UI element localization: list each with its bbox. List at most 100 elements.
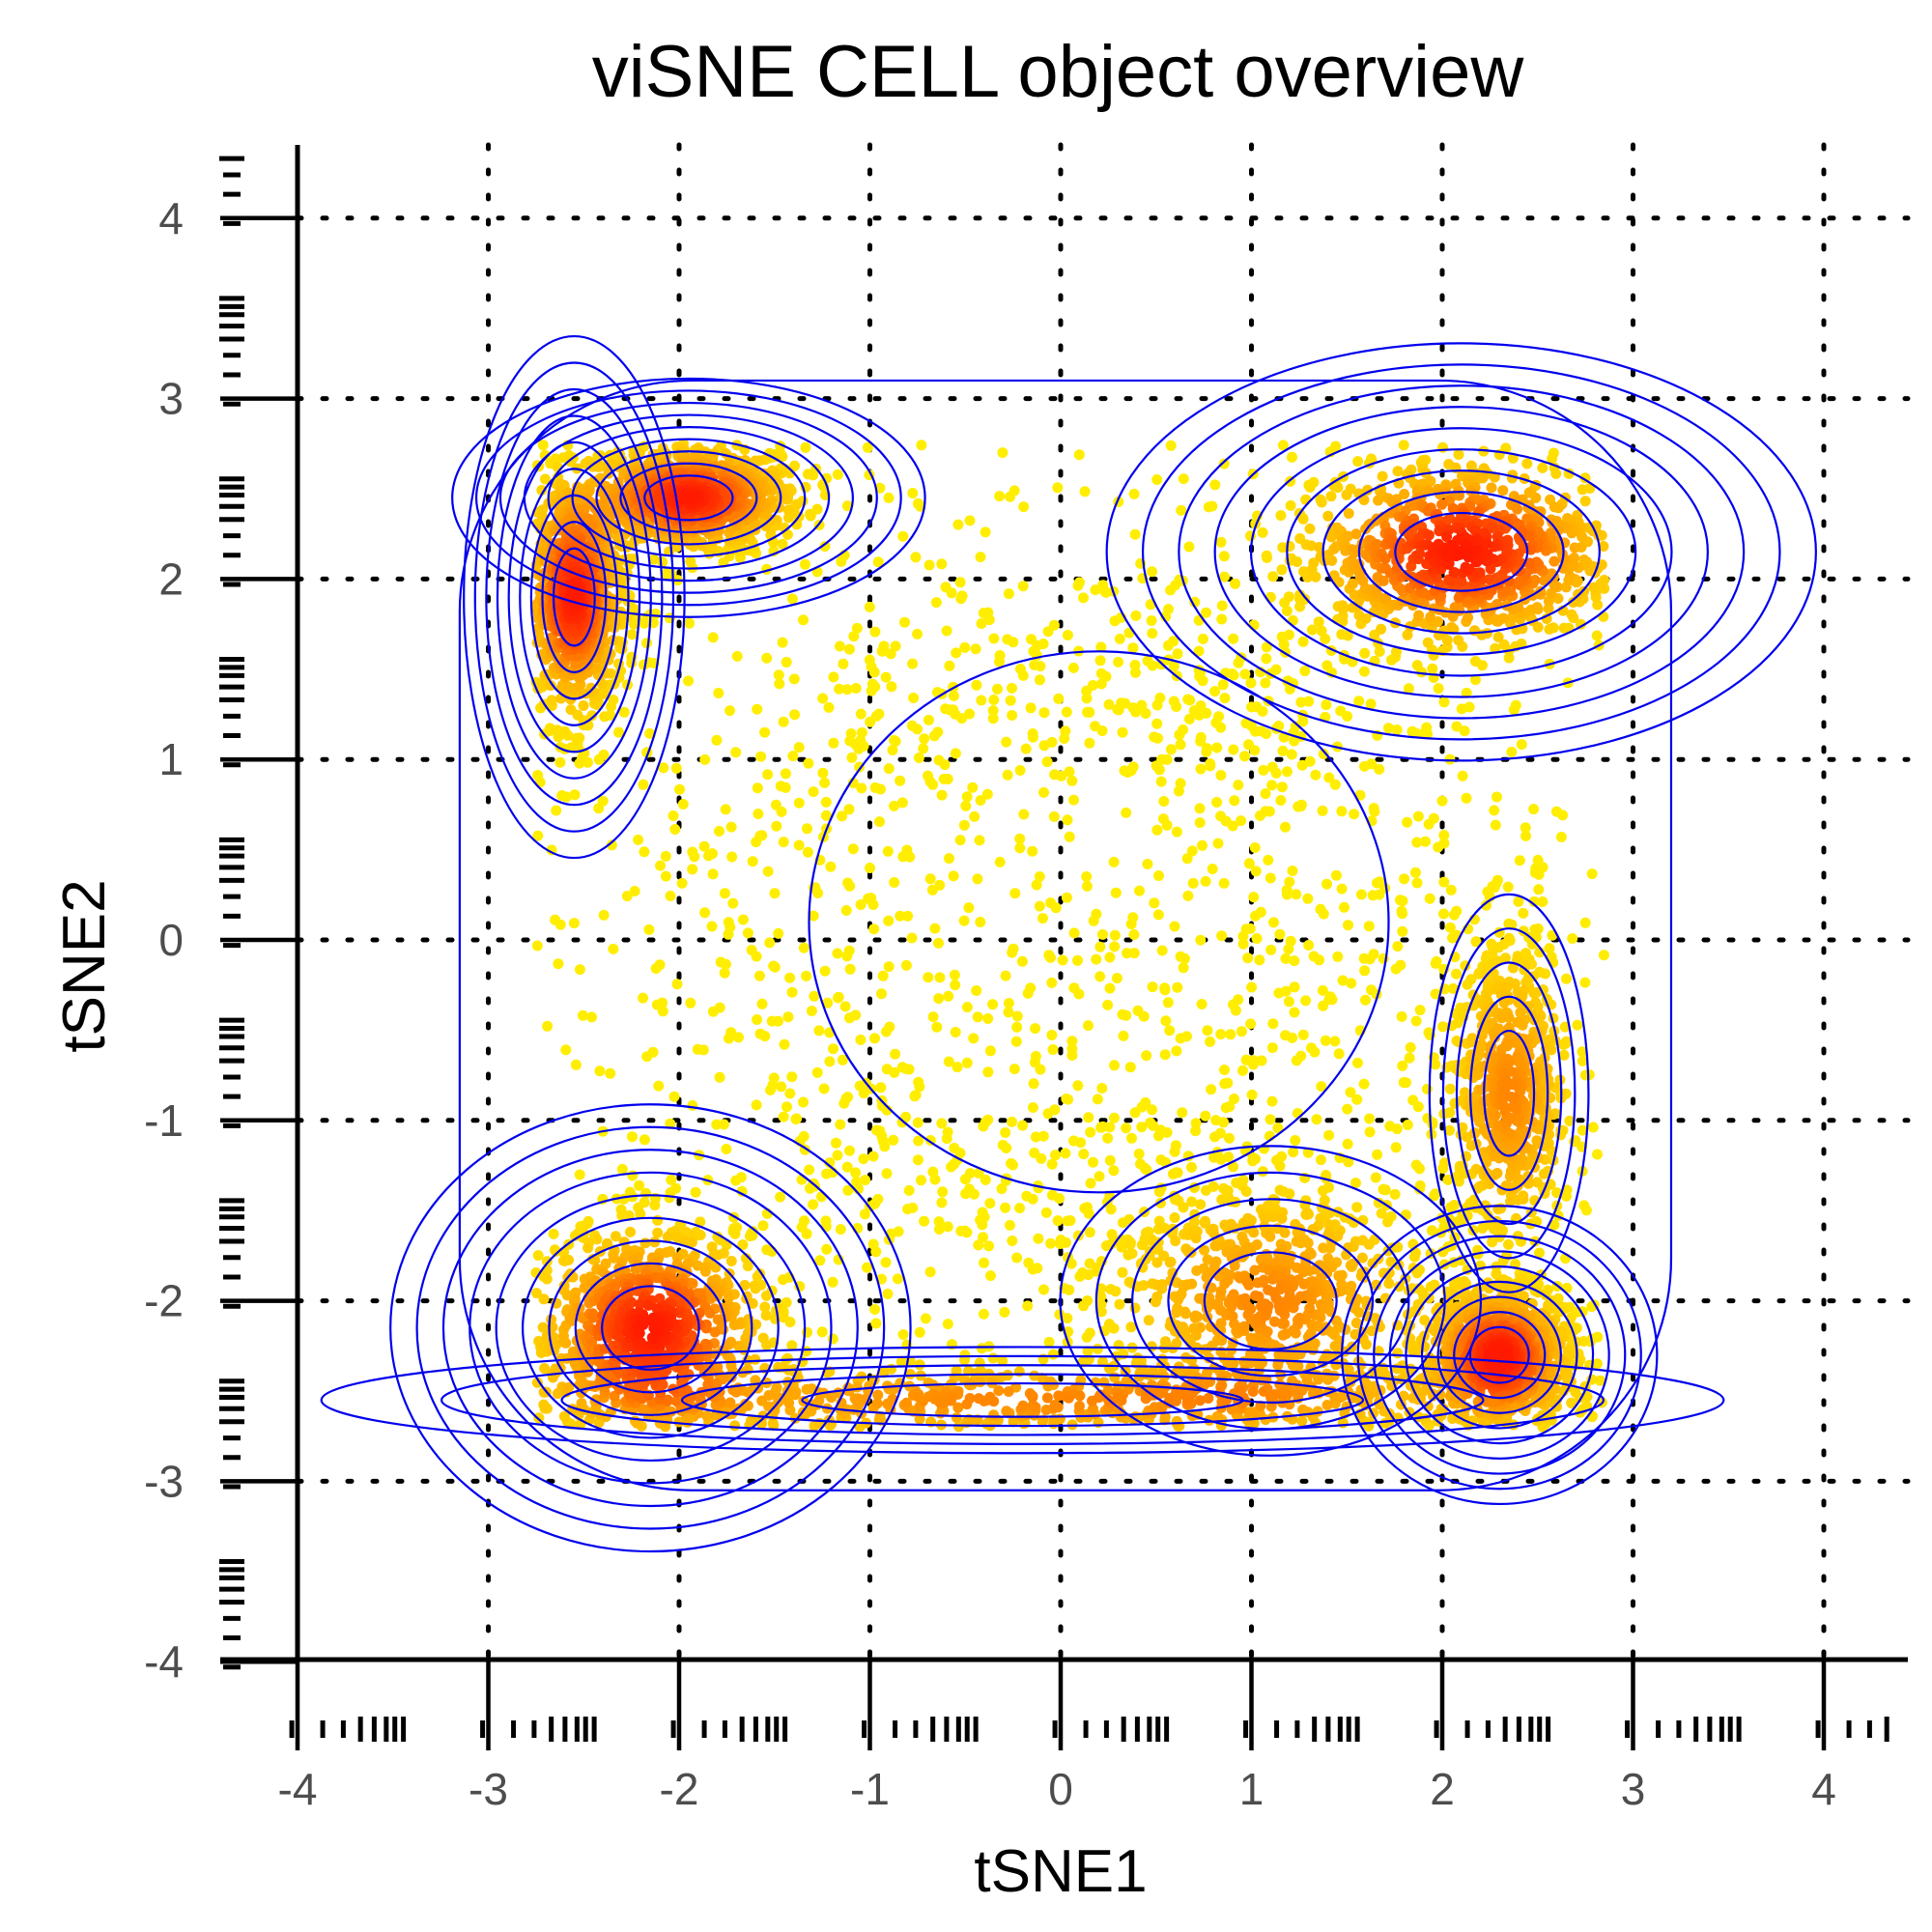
- scatter-point: [1113, 656, 1124, 668]
- scatter-point: [1346, 978, 1357, 989]
- scatter-point: [1178, 1321, 1188, 1333]
- scatter-point: [687, 1099, 698, 1111]
- scatter-point: [1084, 1227, 1095, 1238]
- scatter-point: [1402, 816, 1413, 828]
- scatter-point: [1250, 866, 1262, 877]
- scatter-point: [802, 823, 812, 835]
- scatter-point: [1261, 653, 1272, 665]
- scatter-point: [867, 899, 879, 910]
- scatter-point: [1027, 1193, 1038, 1205]
- scatter-point: [1490, 642, 1501, 654]
- scatter-point: [1095, 641, 1107, 653]
- scatter-point: [1267, 1018, 1279, 1030]
- scatter-point: [1072, 954, 1083, 966]
- scatter-point: [1074, 577, 1085, 588]
- scatter-point: [781, 657, 792, 668]
- scatter-point: [916, 1175, 926, 1186]
- scatter-point: [864, 601, 875, 612]
- scatter-point: [1143, 1315, 1154, 1326]
- scatter-point: [554, 756, 566, 768]
- scatter-point: [1383, 723, 1394, 734]
- scatter-point: [1470, 674, 1481, 686]
- scatter-point: [1190, 1125, 1202, 1137]
- scatter-point: [1219, 1065, 1230, 1075]
- scatter-point: [875, 1082, 887, 1094]
- scatter-point: [1243, 739, 1254, 751]
- scatter-point: [1551, 1187, 1563, 1199]
- scatter-point: [932, 726, 944, 738]
- scatter-point: [777, 538, 788, 550]
- scatter-point: [1109, 1060, 1120, 1071]
- scatter-point: [1430, 988, 1441, 1000]
- scatter-point: [1230, 578, 1241, 589]
- scatter-point: [1215, 536, 1227, 548]
- scatter-point: [1311, 1114, 1322, 1125]
- scatter-point: [1178, 962, 1189, 974]
- scatter-point: [639, 1237, 651, 1249]
- scatter-point: [1169, 921, 1180, 932]
- scatter-point: [630, 1415, 640, 1427]
- scatter-point: [1579, 917, 1591, 928]
- scatter-point: [1544, 943, 1555, 954]
- scatter-point: [1285, 935, 1296, 947]
- scatter-point: [699, 907, 711, 919]
- scatter-point: [1548, 1219, 1560, 1231]
- scatter-point: [1492, 632, 1504, 642]
- scatter-point: [1082, 1346, 1094, 1357]
- scatter-point: [1219, 571, 1230, 582]
- scatter-point: [1104, 1154, 1116, 1166]
- scatter-point: [1168, 636, 1179, 647]
- scatter-point: [1064, 766, 1075, 778]
- scatter-point: [1218, 877, 1230, 889]
- scatter-point: [1364, 1113, 1376, 1124]
- scatter-point: [988, 695, 1000, 705]
- scatter-point: [1053, 693, 1065, 704]
- scatter-point: [771, 820, 782, 832]
- scatter-point: [747, 856, 758, 867]
- scatter-point: [1449, 1200, 1460, 1210]
- scatter-point: [1378, 1183, 1389, 1195]
- scatter-point: [878, 640, 890, 652]
- scatter-point: [846, 752, 858, 763]
- scatter-point: [1497, 612, 1509, 624]
- scatter-point: [538, 1399, 550, 1410]
- scatter-point: [1420, 836, 1431, 847]
- scatter-point: [1569, 542, 1580, 554]
- scatter-point: [666, 568, 677, 580]
- scatter-point: [1109, 929, 1121, 941]
- scatter-point: [778, 837, 789, 848]
- scatter-point: [1054, 1193, 1065, 1205]
- scatter-point: [1313, 616, 1324, 628]
- scatter-point: [1124, 1238, 1136, 1250]
- scatter-point: [943, 990, 954, 1002]
- scatter-point: [1489, 805, 1500, 816]
- scatter-point: [1041, 756, 1053, 768]
- scatter-point: [1157, 813, 1169, 825]
- scatter-point: [1289, 1007, 1300, 1018]
- scatter-point: [786, 593, 798, 605]
- scatter-point: [1422, 637, 1434, 648]
- scatter-point: [1178, 1202, 1189, 1213]
- scatter-point: [975, 917, 986, 927]
- scatter-point: [912, 1154, 923, 1166]
- scatter-point: [760, 1310, 772, 1321]
- scatter-point: [742, 927, 753, 939]
- scatter-point: [1007, 682, 1017, 694]
- scatter-point: [1121, 1122, 1132, 1134]
- scatter-point: [1498, 639, 1510, 650]
- scatter-point: [1350, 1178, 1361, 1189]
- scatter-point: [1014, 765, 1026, 776]
- scatter-point: [1272, 1122, 1284, 1134]
- scatter-point: [653, 1080, 665, 1092]
- scatter-point: [1550, 806, 1562, 817]
- scatter-point: [1310, 571, 1321, 582]
- scatter-point: [805, 508, 815, 520]
- scatter-point: [1261, 641, 1272, 653]
- scatter-point: [972, 1011, 983, 1023]
- scatter-point: [1025, 702, 1037, 714]
- scatter-point: [1316, 625, 1327, 637]
- scatter-point: [658, 762, 669, 774]
- scatter-point: [1065, 1215, 1076, 1226]
- scatter-point: [1316, 497, 1327, 508]
- scatter-point: [618, 1193, 630, 1205]
